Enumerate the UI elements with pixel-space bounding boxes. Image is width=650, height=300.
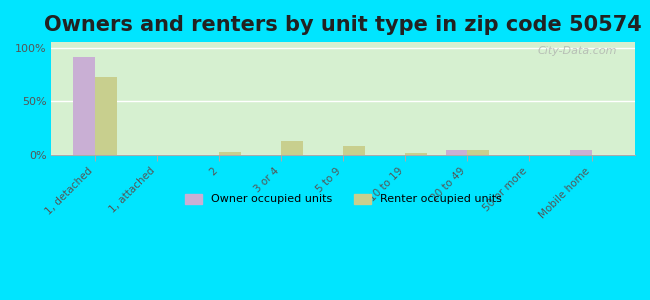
Bar [446,150,467,155]
Bar [73,57,95,155]
Bar [219,152,240,155]
Bar [570,150,592,155]
Legend: Owner occupied units, Renter occupied units: Owner occupied units, Renter occupied un… [181,189,506,209]
Title: Owners and renters by unit type in zip code 50574: Owners and renters by unit type in zip c… [44,15,642,35]
Bar [95,76,116,155]
Bar [343,146,365,155]
Text: City-Data.com: City-Data.com [538,46,617,56]
Bar [467,150,489,155]
Bar [281,141,303,155]
Bar [406,153,427,155]
